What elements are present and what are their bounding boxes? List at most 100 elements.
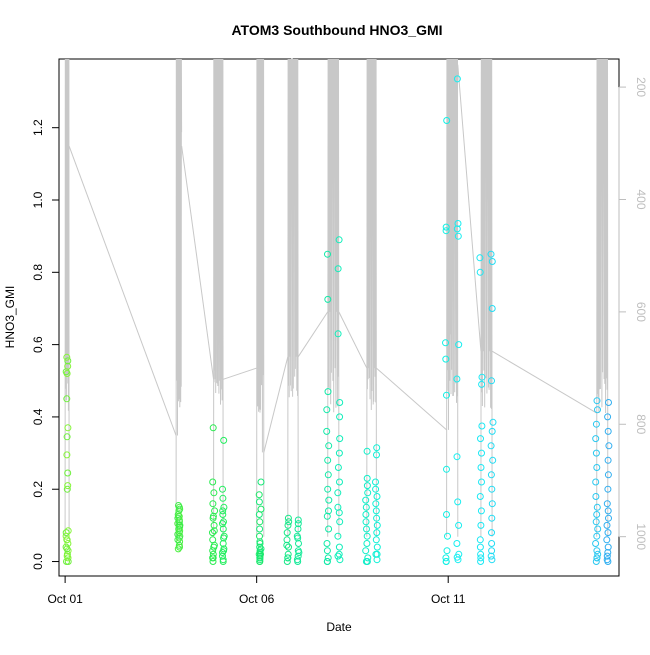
data-point	[257, 545, 265, 553]
data-point	[294, 520, 302, 528]
data-point	[604, 549, 612, 556]
data-point	[174, 545, 182, 553]
data-point	[593, 554, 601, 562]
data-point	[605, 399, 612, 406]
data-point	[373, 521, 381, 529]
data-point	[593, 464, 601, 471]
data-point	[489, 418, 497, 426]
data-point	[219, 520, 226, 528]
data-point	[593, 503, 601, 511]
data-point	[336, 478, 343, 486]
data-point	[488, 258, 496, 265]
data-point	[592, 435, 600, 443]
data-point	[209, 512, 217, 520]
data-point	[209, 558, 217, 565]
data-point	[294, 525, 302, 533]
data-point	[219, 525, 227, 533]
data-point	[453, 540, 461, 547]
data-point	[363, 482, 371, 490]
data-point	[488, 377, 495, 385]
data-point	[478, 380, 486, 388]
x-axis: Oct 01 Oct 06 Oct 11	[47, 575, 466, 606]
data-point	[373, 493, 381, 500]
data-point	[477, 558, 485, 565]
data-point	[604, 558, 612, 565]
data-point	[210, 521, 218, 529]
data-point	[453, 553, 461, 561]
data-point	[443, 465, 450, 473]
data-point	[283, 558, 291, 565]
axes: Oct 01 Oct 06 Oct 11 0.0 0.2 0.4 0.6 0.8 1.0 1.2…	[31, 77, 648, 606]
data-point	[593, 547, 601, 555]
data-point	[219, 549, 226, 556]
data-point	[219, 558, 227, 565]
y-tick-label: 0.6	[31, 336, 45, 353]
data-point	[210, 541, 218, 549]
data-point	[442, 558, 450, 565]
data-point	[294, 558, 302, 565]
data-point	[603, 500, 611, 508]
data-point	[257, 550, 264, 558]
data-point	[256, 554, 264, 562]
data-point	[362, 496, 370, 504]
data-point	[63, 395, 71, 403]
y-tick-label: 0.2	[31, 481, 45, 498]
data-point	[442, 223, 450, 231]
data-point	[64, 482, 72, 490]
data-point	[257, 478, 265, 486]
data-point	[605, 442, 613, 450]
data-point	[477, 507, 485, 515]
data-point	[209, 529, 216, 537]
data-point	[220, 547, 228, 555]
data-point	[592, 540, 600, 547]
data-point	[323, 406, 331, 414]
data-point	[210, 527, 218, 535]
data-point	[323, 558, 331, 565]
data-point	[362, 547, 370, 555]
data-point	[174, 520, 182, 528]
data-point	[334, 552, 342, 560]
data-point	[176, 521, 184, 529]
right-tick-label: 600	[634, 302, 648, 322]
transit-line	[338, 311, 368, 369]
data-point	[63, 433, 71, 441]
data-point	[64, 469, 72, 477]
data-point	[363, 540, 371, 547]
data-point	[364, 489, 372, 497]
data-point	[325, 525, 333, 533]
data-point	[442, 355, 450, 363]
data-point	[455, 521, 463, 529]
data-point	[488, 540, 496, 547]
data-point	[605, 514, 612, 522]
data-point	[63, 353, 71, 361]
data-point	[175, 502, 182, 509]
data-point	[455, 341, 463, 349]
data-point	[325, 442, 333, 450]
data-point	[373, 543, 381, 551]
x-axis-title: Date	[326, 620, 352, 634]
data-point	[453, 75, 461, 83]
data-point	[176, 532, 184, 540]
data-point	[489, 456, 497, 464]
data-point	[325, 496, 333, 504]
data-point	[362, 503, 370, 511]
data-point	[336, 435, 344, 443]
x-tick-label: Oct 11	[431, 592, 466, 606]
data-point	[257, 505, 265, 513]
data-point	[335, 449, 343, 457]
data-point	[363, 558, 371, 565]
data-point	[373, 451, 380, 459]
data-point	[443, 547, 451, 555]
data-point	[592, 493, 600, 500]
data-point	[362, 511, 370, 518]
data-point	[477, 521, 485, 529]
data-point	[219, 494, 227, 502]
data-point	[294, 534, 302, 542]
data-point	[336, 413, 344, 421]
data-point	[372, 507, 380, 515]
data-point	[334, 265, 342, 273]
data-point	[209, 550, 217, 558]
pressure-line	[480, 58, 493, 537]
data-point	[442, 554, 450, 562]
data-point	[174, 536, 182, 544]
